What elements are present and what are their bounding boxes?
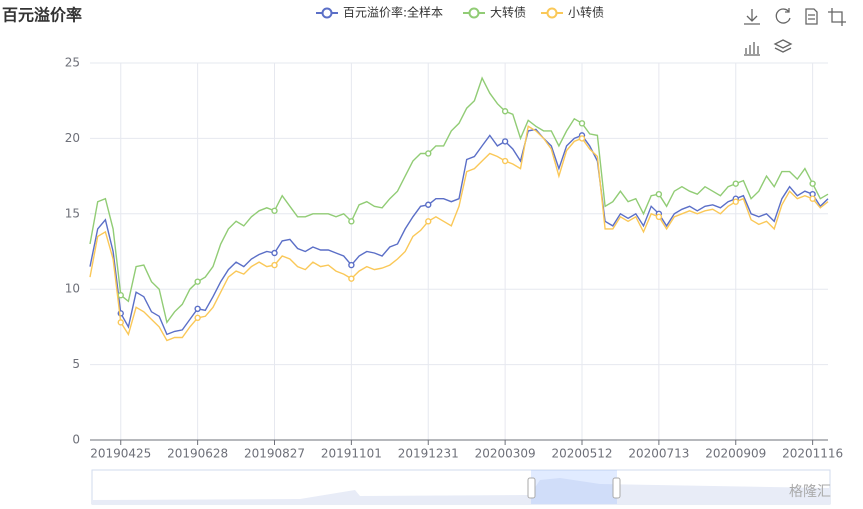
x-tick-label: 20200309	[475, 447, 536, 461]
point	[271, 249, 278, 257]
chart-title: 百元溢价率	[2, 6, 82, 25]
point	[117, 292, 124, 299]
watermark: 格隆汇	[789, 484, 831, 500]
point	[655, 213, 663, 221]
point	[425, 218, 432, 225]
point	[348, 218, 355, 225]
point	[194, 278, 201, 285]
point	[732, 198, 739, 205]
point	[501, 157, 509, 165]
legend-label[interactable]: 百元溢价率:全样本	[343, 5, 443, 20]
point	[578, 120, 586, 127]
data-zoom[interactable]	[91, 469, 831, 505]
x-tick-label: 20200909	[705, 447, 766, 461]
point	[501, 108, 509, 115]
zoom-handle[interactable]	[527, 477, 536, 499]
zoom-window[interactable]	[531, 470, 617, 504]
toolbox[interactable]	[744, 8, 846, 56]
bar-switch-icon[interactable]	[744, 42, 760, 56]
grid	[90, 62, 828, 441]
point	[501, 138, 509, 145]
x-tick-label: 20190628	[167, 447, 228, 461]
save-icon[interactable]	[744, 9, 760, 25]
x-tick-label: 20190827	[244, 447, 305, 461]
y-tick-label: 25	[65, 56, 80, 70]
series-line	[89, 128, 829, 336]
zoom-icon[interactable]	[828, 8, 846, 26]
y-tick-label: 15	[65, 206, 80, 220]
point	[578, 135, 586, 142]
point	[425, 150, 432, 157]
legend-label[interactable]: 大转债	[490, 5, 526, 20]
x-tick-label: 20200713	[628, 447, 689, 461]
restore-icon[interactable]	[775, 8, 791, 24]
y-tick-label: 0	[72, 433, 80, 447]
y-tick-label: 5	[72, 357, 80, 371]
series-line	[89, 76, 829, 325]
point	[194, 305, 201, 313]
y-tick-label: 20	[65, 131, 80, 145]
data-view-icon[interactable]	[805, 8, 818, 25]
point	[348, 261, 355, 269]
point	[809, 180, 816, 187]
point	[425, 201, 432, 208]
x-tick-label: 20200512	[551, 447, 612, 461]
zoom-preview	[92, 478, 830, 504]
point	[655, 190, 663, 198]
point	[271, 261, 278, 269]
legend-swatch	[546, 7, 558, 19]
legend-label[interactable]: 小转债	[568, 5, 604, 20]
point	[732, 180, 739, 187]
point	[117, 319, 124, 326]
point	[348, 275, 355, 282]
point	[271, 207, 278, 214]
stack-icon[interactable]	[773, 39, 793, 53]
x-tick-label: 20191231	[398, 447, 459, 461]
point	[809, 195, 816, 202]
legend-swatch	[468, 7, 480, 19]
point	[194, 314, 201, 322]
x-tick-label: 20190425	[90, 447, 151, 461]
series-line	[89, 125, 829, 342]
y-tick-label: 10	[65, 282, 80, 296]
legend: 百元溢价率:全样本 大转债 小转债	[316, 5, 604, 20]
legend-swatch	[321, 7, 333, 19]
x-tick-label: 20191101	[321, 447, 382, 461]
x-tick-label: 20201116	[782, 447, 843, 461]
zoom-handle[interactable]	[612, 477, 621, 499]
